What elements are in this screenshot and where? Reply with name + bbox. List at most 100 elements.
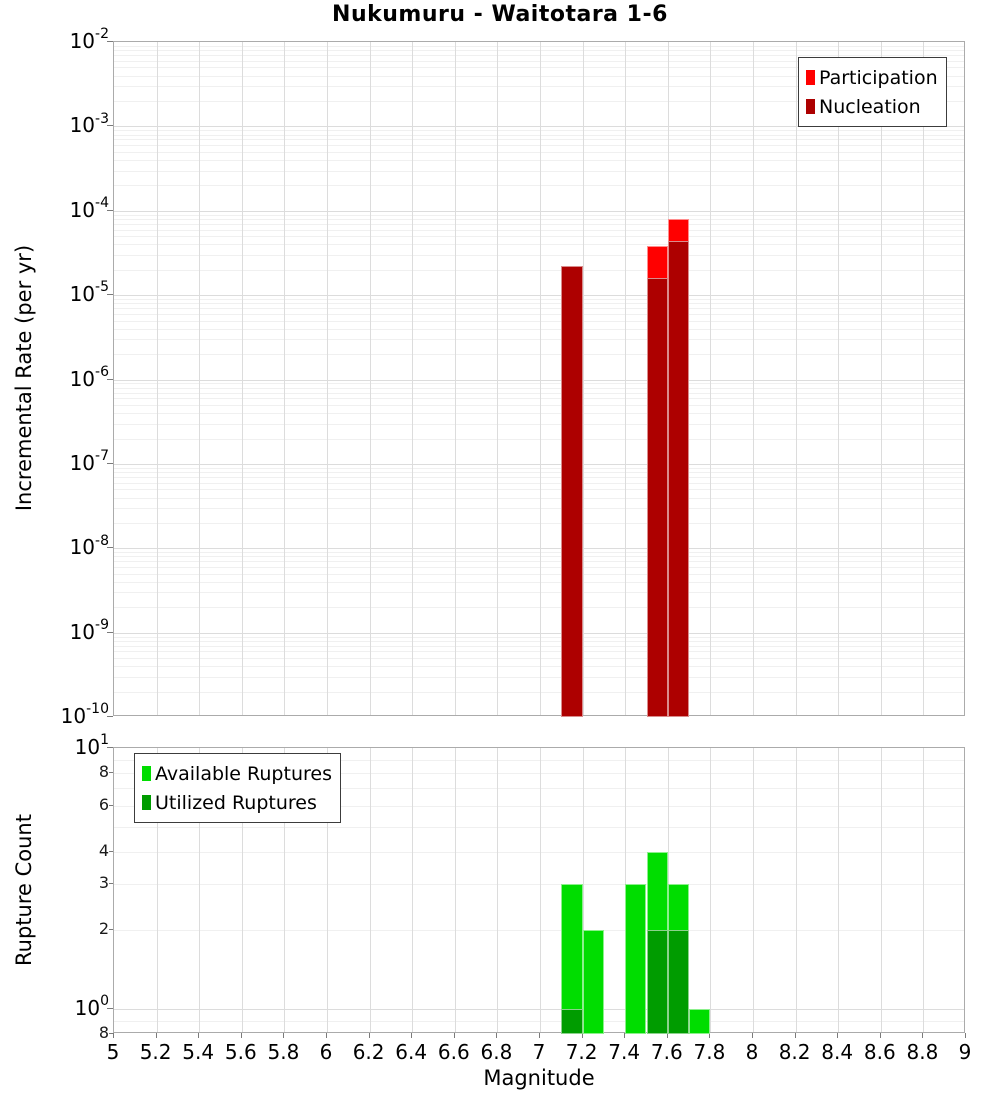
- major-gridline: [114, 295, 964, 297]
- vertical-gridline: [838, 42, 840, 715]
- x-tick-mark: [368, 1033, 370, 1038]
- x-tick-mark: [198, 1033, 200, 1038]
- y-tick-mark: [107, 1007, 113, 1009]
- minor-gridline: [114, 666, 964, 668]
- minor-gridline: [114, 438, 964, 440]
- vertical-gridline: [412, 42, 414, 715]
- bar-nucleation-m7.55: [646, 277, 668, 717]
- x-tick-label: 8.4: [821, 1040, 854, 1064]
- minor-gridline: [114, 826, 964, 828]
- vertical-gridline: [497, 748, 499, 1032]
- bar-utilized-ruptures-m7.65: [667, 930, 690, 1034]
- y-tick-label: 10-8: [69, 532, 109, 560]
- minor-gridline: [114, 229, 964, 231]
- minor-gridline: [114, 467, 964, 469]
- vertical-gridline: [753, 748, 754, 1032]
- x-tick-label: 6: [319, 1040, 333, 1064]
- vertical-gridline: [795, 748, 797, 1032]
- minor-gridline: [114, 691, 964, 693]
- vertical-gridline: [369, 42, 371, 715]
- y-tick-mark: [109, 1033, 113, 1034]
- y-tick-mark: [107, 209, 113, 211]
- x-tick-mark: [453, 1033, 455, 1038]
- x-tick-label: 5.8: [267, 1040, 300, 1064]
- x-tick-label: 8: [745, 1040, 759, 1064]
- vertical-gridline: [369, 748, 371, 1032]
- legend-count: Available Ruptures Utilized Ruptures: [134, 753, 341, 823]
- vertical-gridline: [284, 42, 286, 715]
- bar-available-ruptures-m7.75: [689, 1008, 711, 1034]
- x-tick-label: 7.4: [608, 1040, 641, 1064]
- legend-item-participation: Participation: [806, 63, 938, 92]
- y-tick-label: 8: [98, 762, 109, 782]
- y-tick-mark: [109, 850, 113, 852]
- minor-gridline: [114, 145, 964, 147]
- minor-gridline: [114, 640, 964, 642]
- y-tick-label: 4: [98, 840, 109, 860]
- x-tick-label: 5: [106, 1040, 120, 1064]
- y-tick-mark: [107, 378, 113, 380]
- y-tick-mark: [109, 804, 113, 806]
- y-tick-label: 10-9: [69, 616, 109, 644]
- minor-gridline: [114, 387, 964, 389]
- x-tick-label: 5.6: [224, 1040, 257, 1064]
- minor-gridline: [114, 592, 964, 594]
- major-gridline: [114, 548, 964, 550]
- x-tick-mark: [965, 1033, 966, 1038]
- bar-nucleation-m7.15: [561, 266, 583, 717]
- vertical-gridline: [241, 42, 243, 715]
- legend-item-available-ruptures: Available Ruptures: [142, 759, 332, 788]
- minor-gridline: [114, 170, 964, 172]
- x-tick-label: 5.2: [139, 1040, 172, 1064]
- legend-label: Nucleation: [819, 95, 921, 118]
- minor-gridline: [114, 476, 964, 478]
- vertical-gridline: [880, 42, 882, 715]
- y-tick-mark: [107, 716, 113, 717]
- major-gridline: [114, 210, 964, 212]
- x-tick-label: 6.6: [437, 1040, 470, 1064]
- minor-gridline: [114, 50, 964, 52]
- minor-gridline: [114, 522, 964, 524]
- x-tick-label: 6.8: [480, 1040, 513, 1064]
- x-tick-mark: [879, 1033, 881, 1038]
- x-tick-label: 7.8: [693, 1040, 726, 1064]
- minor-gridline: [114, 497, 964, 499]
- minor-gridline: [114, 645, 964, 647]
- minor-gridline: [114, 236, 964, 238]
- x-tick-label: 9: [958, 1040, 972, 1064]
- y-tick-label: 2: [98, 919, 109, 939]
- minor-gridline: [114, 851, 964, 853]
- minor-gridline: [114, 607, 964, 609]
- y-tick-mark: [107, 125, 113, 127]
- y-tick-mark: [107, 41, 113, 42]
- minor-gridline: [114, 151, 964, 153]
- y-tick-label: 10-7: [69, 448, 109, 475]
- y-tick-mark: [109, 772, 113, 774]
- vertical-gridline: [540, 42, 541, 715]
- x-tick-mark: [283, 1033, 285, 1038]
- y-tick-label: 3: [98, 873, 109, 893]
- minor-gridline: [114, 930, 964, 932]
- bar-nucleation-m7.65: [667, 240, 690, 717]
- minor-gridline: [114, 185, 964, 187]
- x-axis-label: Magnitude: [483, 1066, 595, 1090]
- minor-gridline: [114, 508, 964, 509]
- vertical-gridline: [880, 748, 882, 1032]
- participation-swatch-icon: [806, 70, 815, 85]
- minor-gridline: [114, 1020, 964, 1022]
- minor-gridline: [114, 404, 964, 406]
- x-tick-label: 8.2: [778, 1040, 811, 1064]
- y-tick-mark: [107, 631, 113, 633]
- y-tick-mark: [107, 747, 113, 748]
- minor-gridline: [114, 884, 964, 886]
- minor-gridline: [114, 269, 964, 271]
- vertical-gridline: [710, 42, 712, 715]
- vertical-gridline: [497, 42, 499, 715]
- minor-gridline: [114, 244, 964, 246]
- vertical-gridline: [710, 748, 712, 1032]
- minor-gridline: [114, 423, 964, 425]
- y-tick-label: 8: [98, 1023, 109, 1042]
- vertical-gridline: [454, 42, 456, 715]
- minor-gridline: [114, 489, 964, 491]
- nucleation-swatch-icon: [806, 99, 815, 114]
